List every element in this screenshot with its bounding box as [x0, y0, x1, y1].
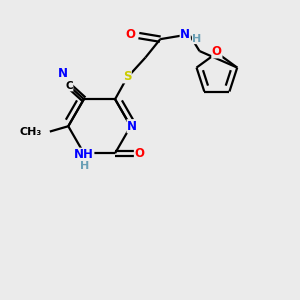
Text: CH₃: CH₃	[19, 127, 41, 136]
Text: H: H	[80, 161, 89, 171]
Text: H: H	[193, 34, 202, 44]
Text: N: N	[127, 120, 137, 133]
Text: O: O	[134, 147, 144, 160]
Text: O: O	[125, 28, 135, 40]
Text: S: S	[123, 70, 131, 83]
Text: C: C	[65, 81, 73, 91]
Text: N: N	[180, 28, 190, 40]
Text: NH: NH	[74, 148, 94, 161]
Text: O: O	[212, 45, 222, 58]
Text: N: N	[58, 68, 68, 80]
